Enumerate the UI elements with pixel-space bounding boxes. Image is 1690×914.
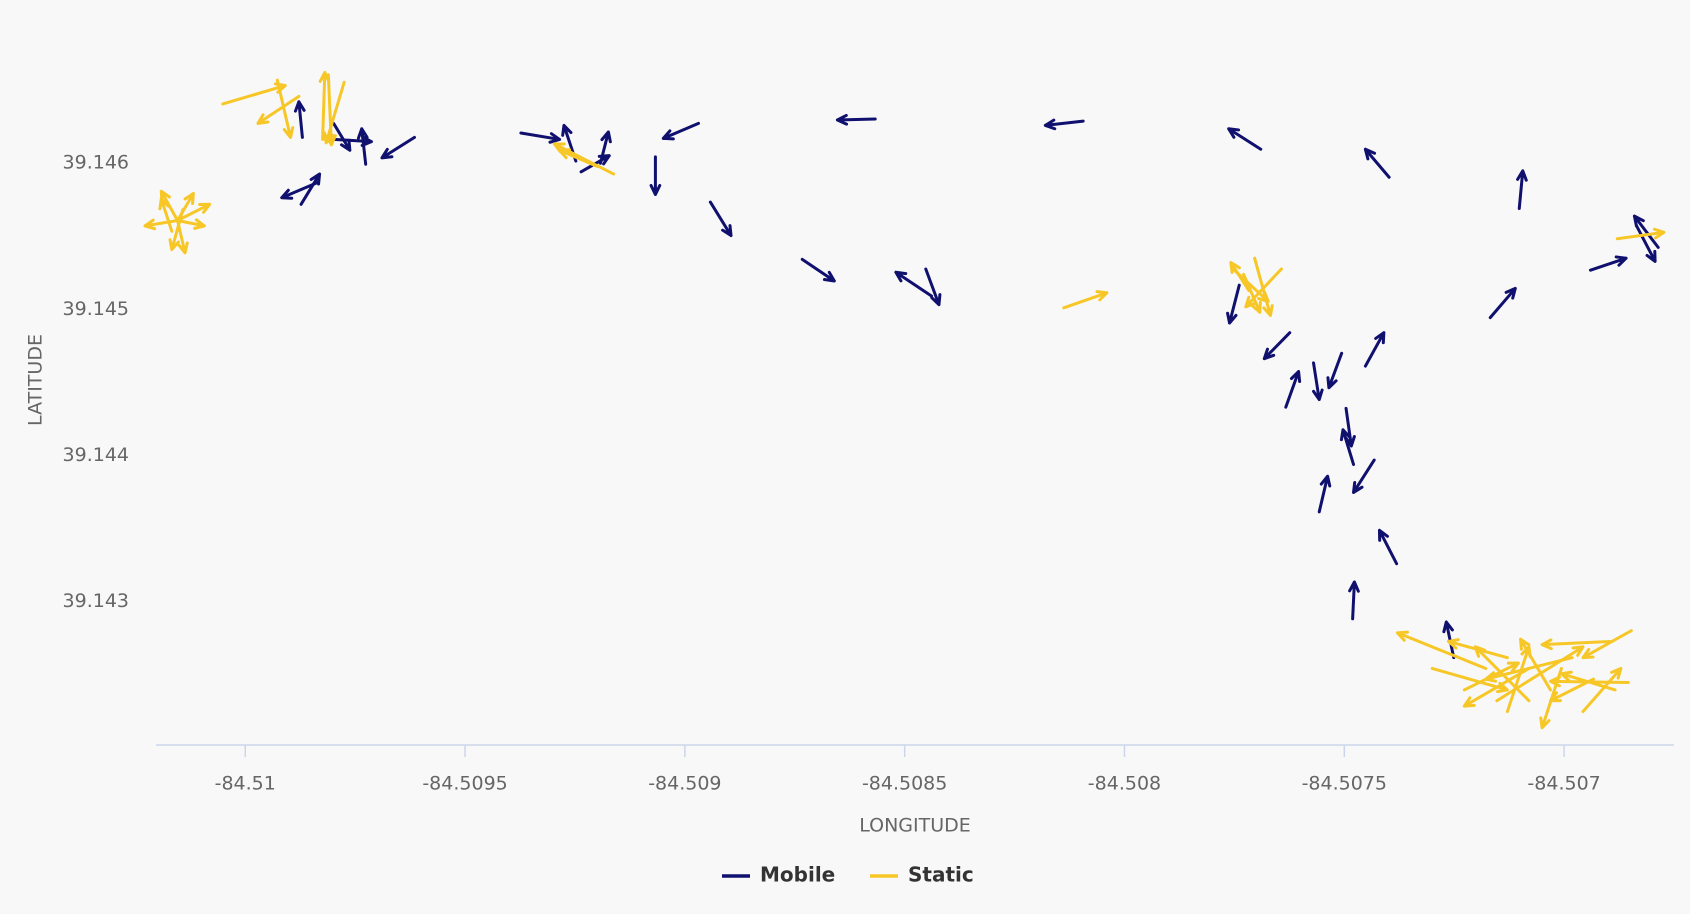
- vector-arrow: [256, 94, 301, 125]
- vector-arrow: [332, 121, 352, 152]
- vector-arrow: [280, 181, 319, 200]
- vector-arrow: [1632, 214, 1660, 249]
- vector-arrow: [1395, 630, 1488, 670]
- vector-arrow: [1488, 286, 1517, 320]
- vector-arrow: [1326, 351, 1344, 390]
- vector-arrow: [649, 155, 662, 196]
- x-tick-label: -84.509: [648, 773, 721, 795]
- vector-arrow: [1352, 458, 1376, 494]
- x-tick-label: -84.51: [215, 773, 276, 795]
- x-tick-label: -84.5085: [862, 773, 947, 795]
- vector-arrow: [598, 130, 612, 165]
- vector-arrow: [1062, 290, 1109, 310]
- x-tick-label: -84.5095: [422, 773, 507, 795]
- x-tick-label: -84.508: [1088, 773, 1161, 795]
- vector-arrow: [1516, 169, 1528, 211]
- vector-arrow: [1519, 637, 1552, 692]
- vector-arrow: [519, 131, 562, 144]
- vector-arrow: [800, 257, 836, 283]
- vector-arrow: [1317, 474, 1332, 514]
- legend-label: Mobile: [760, 863, 835, 887]
- vector-arrow: [143, 218, 180, 231]
- vector-arrow: [1615, 227, 1666, 241]
- vector-arrow: [158, 197, 174, 233]
- vector-arrow: [1484, 656, 1574, 683]
- y-tick-label: 39.144: [63, 444, 129, 466]
- vector-arrow: [325, 73, 337, 147]
- vector-arrow: [708, 200, 733, 238]
- y-axis-title: LATITUDE: [25, 334, 47, 426]
- vector-arrow: [293, 100, 306, 139]
- vector-arrow: [1363, 147, 1391, 179]
- vector-arrow: [1377, 528, 1399, 566]
- vector-arrow: [1312, 361, 1324, 402]
- vector-arrow: [924, 267, 942, 307]
- vector-arrow: [1635, 224, 1657, 263]
- vector-arrow: [1339, 428, 1356, 466]
- vector-arrow: [1262, 331, 1292, 361]
- vector-arrow: [176, 202, 212, 222]
- vector-arrow: [558, 148, 599, 168]
- vector-arrow: [380, 135, 416, 160]
- vector-arrow: [661, 121, 700, 141]
- vector-arrow: [1581, 629, 1633, 660]
- x-axis-title: LONGITUDE: [859, 815, 971, 837]
- vector-arrow: [356, 127, 369, 166]
- vector-arrow: [1253, 256, 1274, 317]
- vector-arrow: [1559, 670, 1617, 692]
- vector-arrow: [176, 218, 206, 230]
- vector-arrow: [1495, 645, 1585, 703]
- vector-arrow: [835, 113, 877, 126]
- vector-arrow: [1363, 331, 1386, 368]
- vector-arrow: [299, 172, 322, 206]
- vector-arrow: [894, 270, 933, 298]
- vector-arrow: [1242, 272, 1262, 314]
- vector-arrow: [1348, 580, 1360, 621]
- vector-arrow: [1229, 261, 1251, 293]
- vector-arrow: [1505, 645, 1532, 714]
- vector-arrow: [275, 78, 295, 139]
- x-tick-label: -84.5075: [1302, 773, 1387, 795]
- y-tick-label: 39.146: [63, 152, 129, 174]
- legend-label: Static: [908, 863, 974, 887]
- x-tick-label: -84.507: [1527, 773, 1600, 795]
- vector-arrow: [1540, 638, 1612, 651]
- y-tick-label: 39.145: [63, 298, 129, 320]
- y-tick-label: 39.143: [63, 590, 129, 612]
- vector-arrow: [1226, 283, 1241, 325]
- vector-arrow: [1227, 127, 1263, 151]
- vector-arrow: [1284, 370, 1302, 409]
- vector-arrow: [168, 208, 185, 252]
- vector-arrow: [332, 135, 373, 147]
- vector-arrow: [1043, 118, 1085, 131]
- vector-arrow: [1588, 255, 1628, 272]
- vector-arrow: [1581, 666, 1623, 714]
